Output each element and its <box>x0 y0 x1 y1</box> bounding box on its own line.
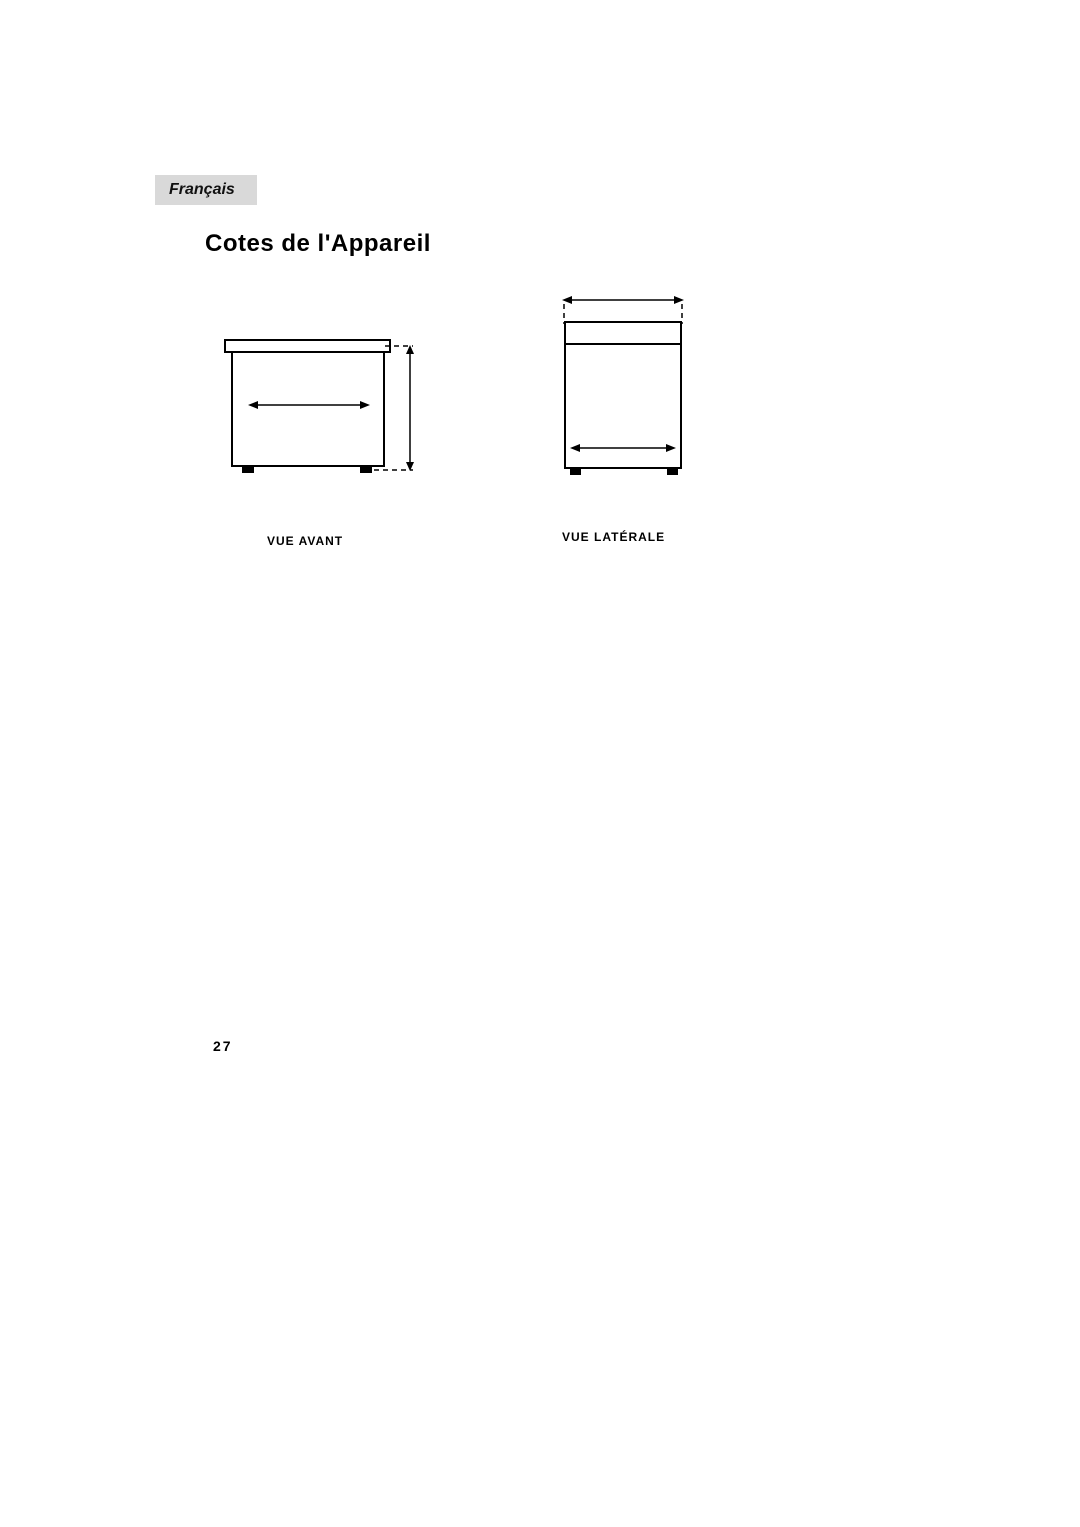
front-view-caption: VUE AVANT <box>267 534 343 548</box>
page-number: 27 <box>213 1038 233 1054</box>
page-title: Cotes de l'Appareil <box>205 230 431 258</box>
language-badge: Français <box>155 175 257 205</box>
side-view-caption: VUE LATÉRALE <box>562 530 665 544</box>
front-view-diagram <box>220 290 420 490</box>
side-view-diagram <box>540 290 710 490</box>
